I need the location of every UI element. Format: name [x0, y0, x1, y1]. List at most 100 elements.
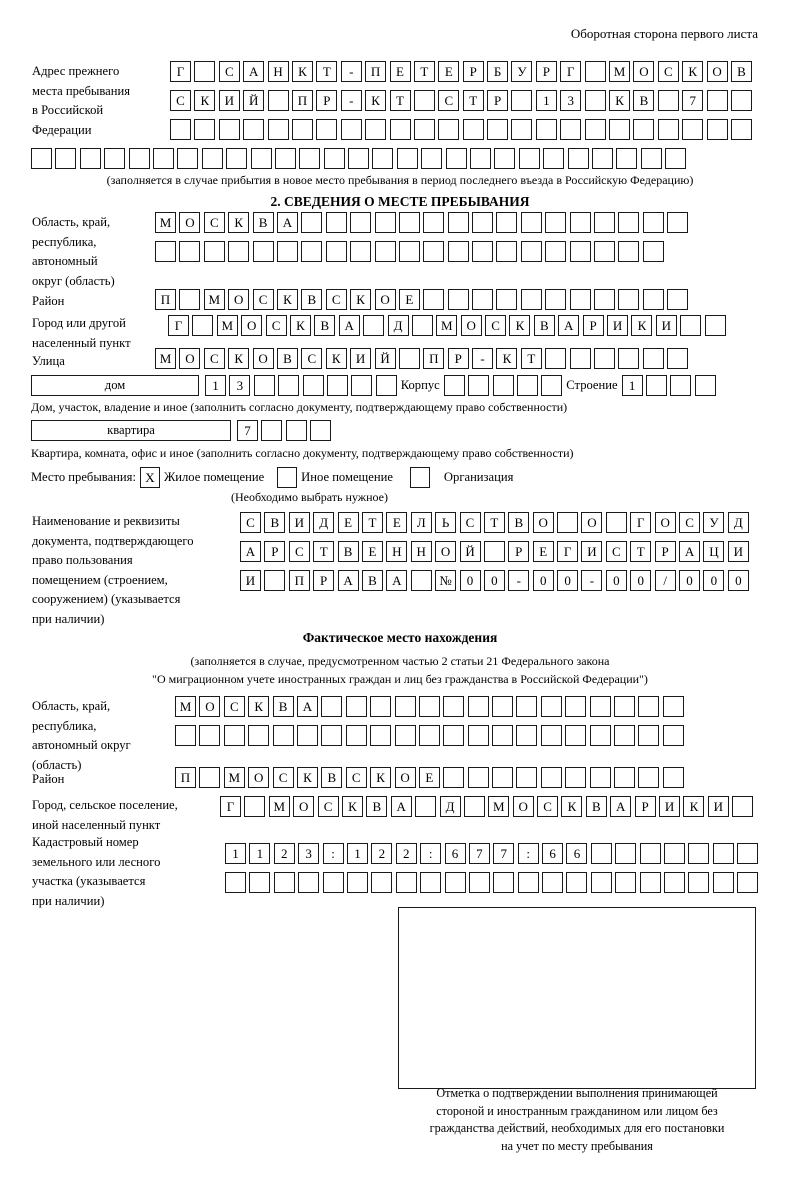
- char-cell[interactable]: С: [203, 212, 225, 233]
- char-cell[interactable]: [389, 119, 411, 140]
- char-cell[interactable]: [712, 843, 734, 864]
- char-cell[interactable]: :: [322, 843, 344, 864]
- char-cell[interactable]: [664, 843, 686, 864]
- char-cell[interactable]: [179, 241, 201, 262]
- char-cell[interactable]: [321, 725, 343, 746]
- char-cell[interactable]: С: [218, 61, 240, 82]
- char-cell[interactable]: Д: [313, 512, 335, 533]
- char-cell[interactable]: Н: [267, 61, 289, 82]
- char-cell[interactable]: [244, 796, 266, 817]
- char-cell[interactable]: К: [194, 90, 216, 111]
- char-cell[interactable]: 1: [225, 843, 246, 864]
- char-cell[interactable]: М: [155, 348, 176, 369]
- char-cell[interactable]: В: [730, 61, 752, 82]
- char-cell[interactable]: [418, 725, 440, 746]
- char-cell[interactable]: [616, 148, 638, 169]
- char-cell[interactable]: [540, 725, 562, 746]
- char-cell[interactable]: [421, 148, 443, 169]
- char-cell[interactable]: [662, 696, 684, 717]
- char-cell[interactable]: [492, 767, 514, 788]
- char-cell[interactable]: 0: [483, 570, 505, 591]
- char-cell[interactable]: Р: [316, 90, 338, 111]
- char-cell[interactable]: Р: [462, 61, 484, 82]
- char-cell[interactable]: [589, 725, 611, 746]
- char-cell[interactable]: [374, 212, 396, 233]
- char-cell[interactable]: С: [679, 512, 701, 533]
- char-cell[interactable]: С: [240, 512, 261, 533]
- char-cell[interactable]: Ь: [435, 512, 457, 533]
- char-cell[interactable]: [250, 148, 272, 169]
- char-cell[interactable]: [667, 289, 689, 310]
- char-cell[interactable]: К: [370, 767, 392, 788]
- char-cell[interactable]: [657, 90, 679, 111]
- char-cell[interactable]: [590, 843, 612, 864]
- char-cell[interactable]: [496, 212, 518, 233]
- char-cell[interactable]: Т: [630, 541, 652, 562]
- char-cell[interactable]: [520, 212, 542, 233]
- char-cell[interactable]: И: [607, 315, 629, 336]
- char-cell[interactable]: Е: [389, 61, 411, 82]
- char-cell[interactable]: [594, 241, 616, 262]
- char-cell[interactable]: [228, 241, 250, 262]
- char-cell[interactable]: К: [350, 289, 372, 310]
- char-cell[interactable]: -: [508, 570, 530, 591]
- char-cell[interactable]: [667, 348, 689, 369]
- char-cell[interactable]: [302, 375, 324, 396]
- char-cell[interactable]: М: [609, 61, 631, 82]
- actual-region-row-2[interactable]: [175, 725, 684, 746]
- char-cell[interactable]: П: [175, 767, 196, 788]
- char-cell[interactable]: В: [301, 289, 323, 310]
- char-cell[interactable]: Т: [316, 61, 338, 82]
- char-cell[interactable]: [591, 148, 613, 169]
- char-cell[interactable]: [540, 767, 562, 788]
- char-cell[interactable]: [584, 119, 606, 140]
- char-cell[interactable]: Г: [630, 512, 652, 533]
- char-cell[interactable]: С: [203, 348, 225, 369]
- char-cell[interactable]: [463, 796, 485, 817]
- char-cell[interactable]: А: [610, 796, 632, 817]
- char-cell[interactable]: [565, 767, 587, 788]
- char-cell[interactable]: Н: [386, 541, 408, 562]
- char-cell[interactable]: А: [338, 315, 360, 336]
- char-cell[interactable]: 7: [493, 843, 515, 864]
- char-cell[interactable]: 2: [273, 843, 295, 864]
- char-cell[interactable]: Р: [535, 61, 557, 82]
- char-cell[interactable]: Е: [398, 289, 420, 310]
- char-cell[interactable]: [285, 420, 307, 441]
- char-cell[interactable]: [248, 725, 270, 746]
- char-cell[interactable]: [589, 767, 611, 788]
- char-cell[interactable]: В: [633, 90, 655, 111]
- char-cell[interactable]: [730, 119, 752, 140]
- char-cell[interactable]: [104, 148, 126, 169]
- char-cell[interactable]: [372, 148, 394, 169]
- char-cell[interactable]: К: [609, 90, 631, 111]
- char-cell[interactable]: А: [390, 796, 412, 817]
- char-cell[interactable]: [447, 212, 469, 233]
- char-cell[interactable]: [199, 767, 221, 788]
- char-cell[interactable]: [566, 872, 588, 893]
- section2-region-row-2[interactable]: [155, 241, 664, 262]
- char-cell[interactable]: [398, 212, 420, 233]
- char-cell[interactable]: [301, 212, 323, 233]
- char-cell[interactable]: Т: [413, 61, 435, 82]
- char-cell[interactable]: [411, 315, 433, 336]
- char-cell[interactable]: [618, 212, 640, 233]
- char-cell[interactable]: [614, 696, 636, 717]
- char-cell[interactable]: :: [420, 843, 442, 864]
- char-cell[interactable]: И: [655, 315, 677, 336]
- confirmation-stamp-area[interactable]: [398, 907, 756, 1089]
- char-cell[interactable]: [375, 375, 397, 396]
- char-cell[interactable]: О: [199, 696, 221, 717]
- char-cell[interactable]: [447, 241, 469, 262]
- char-cell[interactable]: [267, 90, 289, 111]
- stay-type-other-checkbox[interactable]: [277, 467, 298, 488]
- char-cell[interactable]: :: [517, 843, 539, 864]
- char-cell[interactable]: [737, 843, 759, 864]
- char-cell[interactable]: [642, 289, 664, 310]
- char-cell[interactable]: [363, 315, 385, 336]
- char-cell[interactable]: О: [706, 61, 728, 82]
- char-cell[interactable]: [170, 119, 191, 140]
- char-cell[interactable]: О: [374, 289, 396, 310]
- char-cell[interactable]: М: [223, 767, 245, 788]
- char-cell[interactable]: [688, 872, 710, 893]
